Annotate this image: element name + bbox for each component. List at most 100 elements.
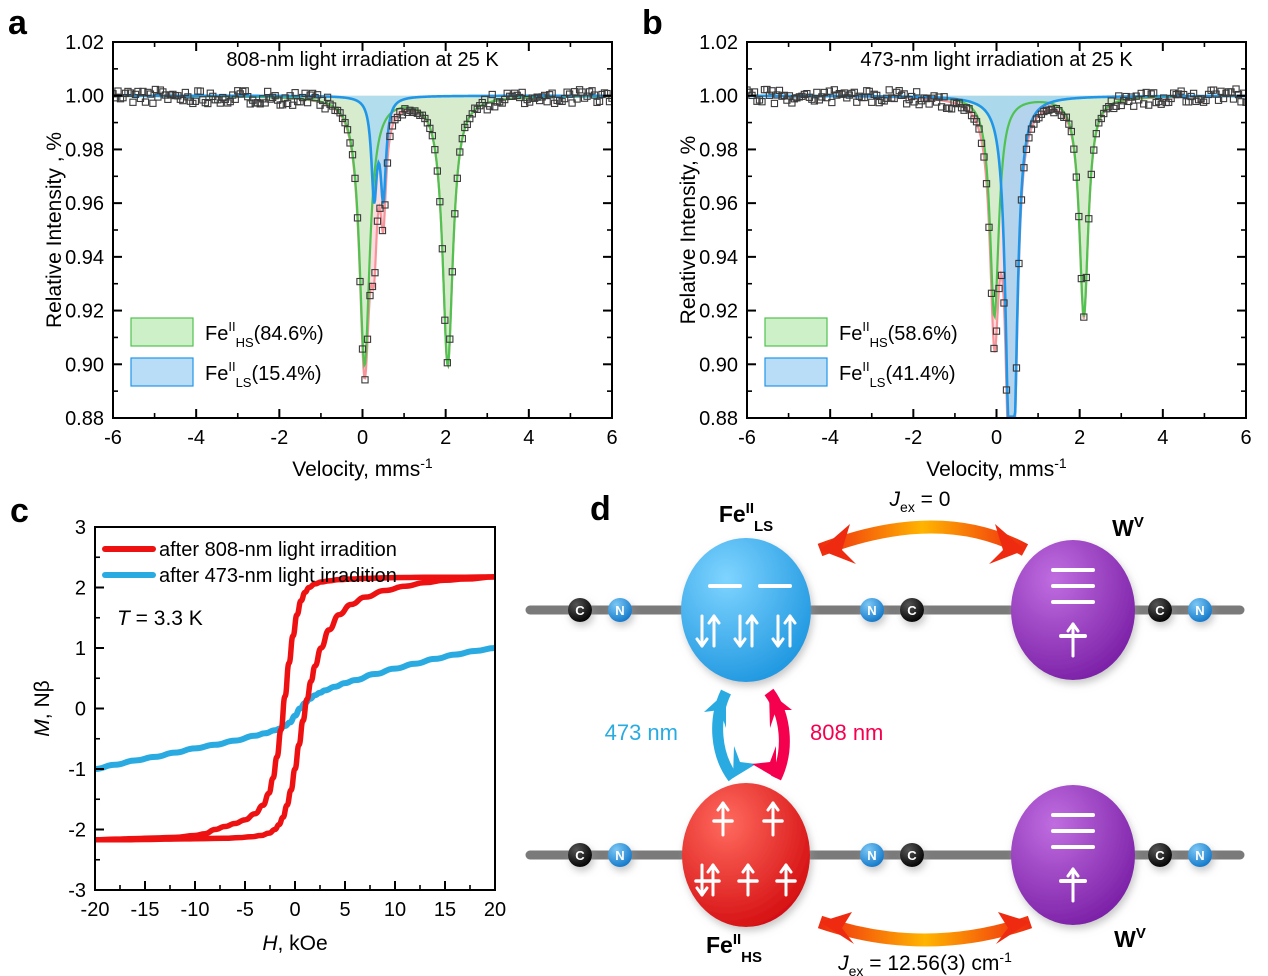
y-axis: -3 -2 -1 0 1 2 3 (68, 517, 104, 902)
bridge-atom-c: C (568, 843, 592, 867)
fe-ls-label: FeIILS (719, 500, 773, 535)
y-axis: 0.88 0.90 0.92 0.94 0.96 0.98 1.00 1.02 (65, 32, 612, 430)
w-v-sphere-bottom (1011, 785, 1135, 925)
y-axis-label: M, Nβ (31, 680, 54, 736)
top-row: C N N C C N FeIILS WV Jex = 0 (525, 488, 1245, 682)
legend-swatch-hs (764, 317, 828, 347)
x-tick-label: 2 (1074, 427, 1085, 449)
panel-b: b -6 -4 -2 0 2 4 6 0.88 0.90 0.92 0.94 0.96 0.98 1.00… (634, 0, 1268, 488)
legend-label-1: after 473-nm light irradition (159, 565, 397, 587)
panel-c-label: c (10, 492, 29, 530)
panel-b-label: b (642, 4, 663, 42)
cycle-arrow-808nm (752, 688, 792, 781)
w-v-label-top: WV (1112, 514, 1144, 541)
chart-title: 473-nm light irradiation at 25 K (860, 49, 1133, 71)
coupling-label-bottom: Jex = 12.56(3) cm-1 (837, 949, 1012, 976)
svg-text:N: N (867, 603, 876, 618)
x-tick-label: -2 (270, 427, 288, 449)
panel-c: c -20 -15 -10 -5 0 5 10 15 20 -3 -2 -1 0 1 2 3 H, kOe M, … (0, 488, 540, 976)
y-tick-label: 1.02 (699, 32, 738, 54)
bridge-atom-c: C (568, 598, 592, 622)
coupling-arrow-top (817, 520, 1029, 564)
y-tick-label: 0 (75, 699, 86, 721)
x-tick-label: 0 (357, 427, 368, 449)
y-tick-label: 0.92 (65, 301, 104, 323)
coupling-arrow-bottom (817, 912, 1033, 947)
y-tick-label: 0.90 (699, 354, 738, 376)
x-tick-label: 4 (1157, 427, 1168, 449)
y-tick-label: 1.02 (65, 32, 104, 54)
bridge-atom-n: N (608, 598, 632, 622)
x-tick-label: 0 (289, 899, 300, 921)
legend-swatch-ls (130, 357, 194, 387)
x-tick-label: 15 (434, 899, 456, 921)
cycle-arrow-473nm (704, 689, 756, 782)
x-tick-label: -5 (236, 899, 254, 921)
bridge-atom-n: N (860, 843, 884, 867)
x-axis-label: Velocity, mms-1 (292, 455, 433, 481)
legend: after 808-nm light irradition after 473-n… (102, 539, 397, 587)
x-tick-label: -4 (821, 427, 839, 449)
bottom-row: C N N C C N FeIIHS WV Jex = 12.56(3) cm-1 (525, 783, 1245, 976)
y-tick-label: 2 (75, 578, 86, 600)
legend-label-hs: FeIIHS(84.6%) (205, 319, 324, 350)
chart-title: 808-nm light irradiation at 25 K (226, 49, 499, 71)
y-tick-label: 0.98 (65, 139, 104, 161)
panel-d: d C N N C C N FeIILS WV Jex = 0 C N N C C N FeIIHS WV Jex… (520, 488, 1268, 976)
panel-a: a -6 -4 -2 0 2 4 6 0.88 0.90 0.92 0.94 0.96 0.98 1.00… (0, 0, 634, 488)
svg-text:N: N (867, 848, 876, 863)
y-tick-label: 3 (75, 517, 86, 539)
bridge-atom-n: N (1188, 843, 1212, 867)
cycle-label-808nm: 808 nm (810, 720, 883, 745)
svg-text:C: C (907, 603, 917, 618)
x-tick-label: 4 (523, 427, 534, 449)
x-axis: -6 -4 -2 0 2 4 6 (104, 42, 618, 449)
y-tick-label: 0.94 (65, 247, 104, 269)
y-tick-label: 1 (75, 638, 86, 660)
svg-text:C: C (575, 603, 585, 618)
bridge-atom-n: N (860, 598, 884, 622)
fe-hs-label: FeIIHS (706, 931, 762, 966)
bridge-atom-n: N (1188, 598, 1212, 622)
legend: FeIIHS(84.6%) FeIILS(15.4%) (130, 317, 324, 390)
x-tick-label: -20 (81, 899, 110, 921)
temperature-annotation: T = 3.3 K (117, 607, 203, 630)
y-tick-label: 0.94 (699, 247, 738, 269)
x-tick-label: -2 (904, 427, 922, 449)
y-tick-label: 1.00 (65, 86, 104, 108)
y-tick-label: 0.92 (699, 301, 738, 323)
bridge-atom-c: C (900, 843, 924, 867)
legend: FeIIHS(58.6%) FeIILS(41.4%) (764, 317, 958, 390)
x-axis-label: Velocity, mms-1 (926, 455, 1067, 481)
legend-label-0: after 808-nm light irradition (159, 539, 397, 561)
legend-swatch-ls (764, 357, 828, 387)
x-tick-label: -10 (181, 899, 210, 921)
y-tick-label: -1 (68, 759, 86, 781)
coupling-label-top: Jex = 0 (889, 488, 951, 515)
bridge-atom-n: N (608, 843, 632, 867)
svg-text:N: N (615, 603, 624, 618)
curve-473nm (95, 645, 495, 772)
moessbauer-spectrum-473nm: -6 -4 -2 0 2 4 6 0.88 0.90 0.92 0.94 0.96 0.98 1.00 1.… (677, 32, 1252, 481)
x-tick-label: 0 (991, 427, 1002, 449)
bridge-atom-c: C (900, 598, 924, 622)
x-tick-label: 6 (1240, 427, 1251, 449)
y-tick-label: -3 (68, 880, 86, 902)
w-v-sphere-top (1011, 540, 1135, 680)
fe-hs-sphere (682, 783, 810, 927)
hysteresis-branch-descending (95, 574, 495, 843)
y-tick-label: 0.88 (65, 408, 104, 430)
svg-text:N: N (615, 848, 624, 863)
panel-d-label: d (590, 490, 611, 528)
y-tick-label: 0.88 (699, 408, 738, 430)
x-tick-label: 10 (384, 899, 406, 921)
y-tick-label: 1.00 (699, 86, 738, 108)
svg-text:C: C (575, 848, 585, 863)
data-points (113, 85, 612, 384)
x-tick-label: -6 (104, 427, 122, 449)
hs-component-area (113, 95, 612, 366)
y-tick-label: 0.96 (699, 193, 738, 215)
y-axis: 0.88 0.90 0.92 0.94 0.96 0.98 1.00 1.02 (699, 32, 1246, 430)
hs-component-area (747, 95, 1246, 317)
